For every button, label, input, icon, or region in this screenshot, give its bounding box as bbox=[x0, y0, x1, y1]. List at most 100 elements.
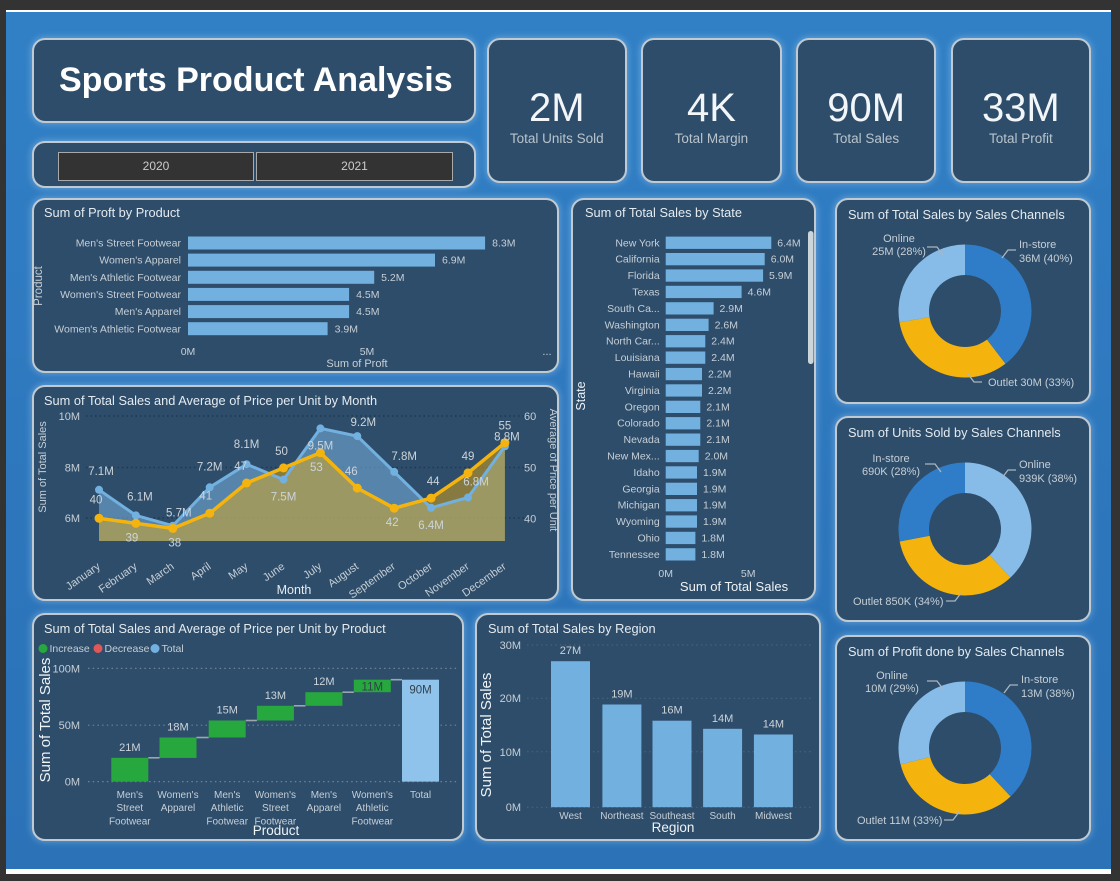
svg-text:Oregon: Oregon bbox=[625, 401, 660, 413]
svg-text:California: California bbox=[615, 254, 660, 266]
svg-text:12M: 12M bbox=[313, 676, 334, 688]
svg-text:6.8M: 6.8M bbox=[463, 477, 489, 489]
svg-text:38: 38 bbox=[168, 537, 181, 549]
svg-text:State: State bbox=[574, 381, 588, 410]
svg-text:Michigan: Michigan bbox=[618, 500, 660, 512]
svg-text:Sum of Total Sales: Sum of Total Sales bbox=[37, 658, 54, 783]
svg-text:1.9M: 1.9M bbox=[703, 483, 726, 495]
svg-text:Sum of Units Sold by Sales Cha: Sum of Units Sold by Sales Channels bbox=[848, 425, 1061, 440]
svg-text:Women's Athletic Footwear: Women's Athletic Footwear bbox=[54, 323, 181, 335]
svg-text:Women's: Women's bbox=[255, 790, 296, 801]
svg-text:90M: 90M bbox=[409, 685, 431, 697]
svg-text:Online: Online bbox=[883, 233, 915, 245]
svg-text:939K (38%): 939K (38%) bbox=[1019, 473, 1077, 485]
svg-text:7.1M: 7.1M bbox=[88, 466, 114, 478]
svg-text:Hawaii: Hawaii bbox=[628, 369, 660, 381]
svg-text:0M: 0M bbox=[65, 777, 80, 789]
svg-text:100M: 100M bbox=[52, 663, 80, 675]
svg-text:Florida: Florida bbox=[628, 270, 660, 282]
svg-text:8.3M: 8.3M bbox=[492, 238, 515, 250]
svg-text:Footwear: Footwear bbox=[351, 816, 393, 827]
svg-text:Footwear: Footwear bbox=[206, 816, 248, 827]
svg-text:25M (28%): 25M (28%) bbox=[872, 246, 926, 258]
svg-text:5.9M: 5.9M bbox=[769, 270, 792, 282]
svg-text:Total: Total bbox=[162, 643, 184, 655]
svg-text:46: 46 bbox=[345, 466, 358, 478]
svg-text:Men's Athletic Footwear: Men's Athletic Footwear bbox=[70, 272, 182, 284]
svg-text:0M: 0M bbox=[506, 802, 521, 814]
svg-text:Virginia: Virginia bbox=[625, 385, 660, 397]
svg-text:May: May bbox=[226, 560, 250, 582]
svg-text:20M: 20M bbox=[500, 693, 521, 705]
svg-text:2.2M: 2.2M bbox=[708, 369, 731, 381]
svg-text:4.5M: 4.5M bbox=[356, 306, 379, 318]
svg-text:February: February bbox=[97, 560, 140, 595]
svg-text:60: 60 bbox=[524, 411, 536, 423]
svg-text:14M: 14M bbox=[763, 719, 784, 731]
svg-text:Sum of Total Sales: Sum of Total Sales bbox=[478, 673, 495, 798]
svg-text:Sum of Total Sales and Average: Sum of Total Sales and Average of Price … bbox=[44, 621, 386, 636]
svg-text:2.1M: 2.1M bbox=[706, 401, 729, 413]
svg-text:Women's: Women's bbox=[157, 790, 198, 801]
svg-text:New York: New York bbox=[615, 237, 660, 249]
svg-text:July: July bbox=[301, 560, 324, 581]
svg-text:Tennessee: Tennessee bbox=[609, 549, 660, 561]
svg-text:5M: 5M bbox=[360, 346, 375, 358]
svg-text:8.8M: 8.8M bbox=[494, 431, 520, 443]
svg-text:Outlet 11M (33%): Outlet 11M (33%) bbox=[857, 815, 942, 827]
svg-text:Apparel: Apparel bbox=[307, 803, 341, 814]
svg-text:Midwest: Midwest bbox=[755, 811, 792, 822]
svg-text:9.5M: 9.5M bbox=[308, 440, 334, 452]
svg-text:Wyoming: Wyoming bbox=[616, 516, 660, 528]
svg-text:10M: 10M bbox=[500, 747, 521, 759]
svg-text:41: 41 bbox=[199, 490, 212, 502]
svg-text:Product: Product bbox=[34, 265, 45, 305]
svg-text:Increase: Increase bbox=[50, 643, 90, 655]
svg-text:Region: Region bbox=[652, 820, 695, 835]
svg-text:Street: Street bbox=[262, 803, 289, 814]
svg-text:Street: Street bbox=[116, 803, 143, 814]
svg-text:South: South bbox=[710, 811, 736, 822]
svg-text:50: 50 bbox=[275, 446, 288, 458]
svg-text:6.0M: 6.0M bbox=[771, 254, 794, 266]
svg-text:Ohio: Ohio bbox=[638, 533, 660, 545]
svg-text:Sum of Total Sales and Average: Sum of Total Sales and Average of Price … bbox=[44, 393, 377, 408]
svg-text:April: April bbox=[189, 561, 214, 583]
svg-text:Women's Street Footwear: Women's Street Footwear bbox=[60, 289, 181, 301]
svg-text:21M: 21M bbox=[119, 742, 140, 754]
svg-text:14M: 14M bbox=[712, 713, 733, 725]
svg-text:Men's Street Footwear: Men's Street Footwear bbox=[76, 238, 182, 250]
svg-text:16M: 16M bbox=[661, 705, 682, 717]
svg-text:6.9M: 6.9M bbox=[442, 255, 465, 267]
svg-text:Georgia: Georgia bbox=[622, 483, 660, 495]
svg-text:1.8M: 1.8M bbox=[701, 549, 724, 561]
svg-text:Sum of Total Sales: Sum of Total Sales bbox=[37, 421, 49, 513]
svg-text:1.9M: 1.9M bbox=[703, 516, 726, 528]
svg-text:Sum of Profit done by Sales Ch: Sum of Profit done by Sales Channels bbox=[848, 644, 1064, 659]
svg-text:Month: Month bbox=[277, 583, 312, 597]
svg-text:5.7M: 5.7M bbox=[166, 508, 192, 520]
svg-text:June: June bbox=[261, 561, 287, 585]
svg-text:5.2M: 5.2M bbox=[381, 272, 404, 284]
svg-text:Men's: Men's bbox=[214, 790, 240, 801]
svg-text:50M: 50M bbox=[59, 720, 80, 732]
svg-text:4.5M: 4.5M bbox=[356, 289, 379, 301]
svg-text:Apparel: Apparel bbox=[161, 803, 195, 814]
svg-text:New Mex...: New Mex... bbox=[607, 451, 660, 463]
svg-text:36M (40%): 36M (40%) bbox=[1019, 253, 1073, 265]
svg-text:19M: 19M bbox=[611, 689, 632, 701]
svg-text:1.8M: 1.8M bbox=[701, 533, 724, 545]
svg-text:Athletic: Athletic bbox=[356, 803, 389, 814]
svg-text:Outlet 30M (33%): Outlet 30M (33%) bbox=[988, 377, 1074, 389]
svg-text:4.6M: 4.6M bbox=[748, 287, 771, 299]
svg-text:11M: 11M bbox=[362, 682, 384, 694]
svg-text:53: 53 bbox=[310, 462, 323, 474]
svg-text:2.4M: 2.4M bbox=[711, 352, 734, 364]
svg-text:2.1M: 2.1M bbox=[706, 418, 729, 430]
svg-text:5M: 5M bbox=[741, 568, 756, 580]
svg-text:44: 44 bbox=[427, 476, 440, 488]
svg-text:Sum of Total Sales: Sum of Total Sales bbox=[680, 579, 789, 594]
svg-text:1.9M: 1.9M bbox=[703, 500, 726, 512]
svg-text:Online: Online bbox=[1019, 459, 1051, 471]
svg-text:Athletic: Athletic bbox=[211, 803, 244, 814]
